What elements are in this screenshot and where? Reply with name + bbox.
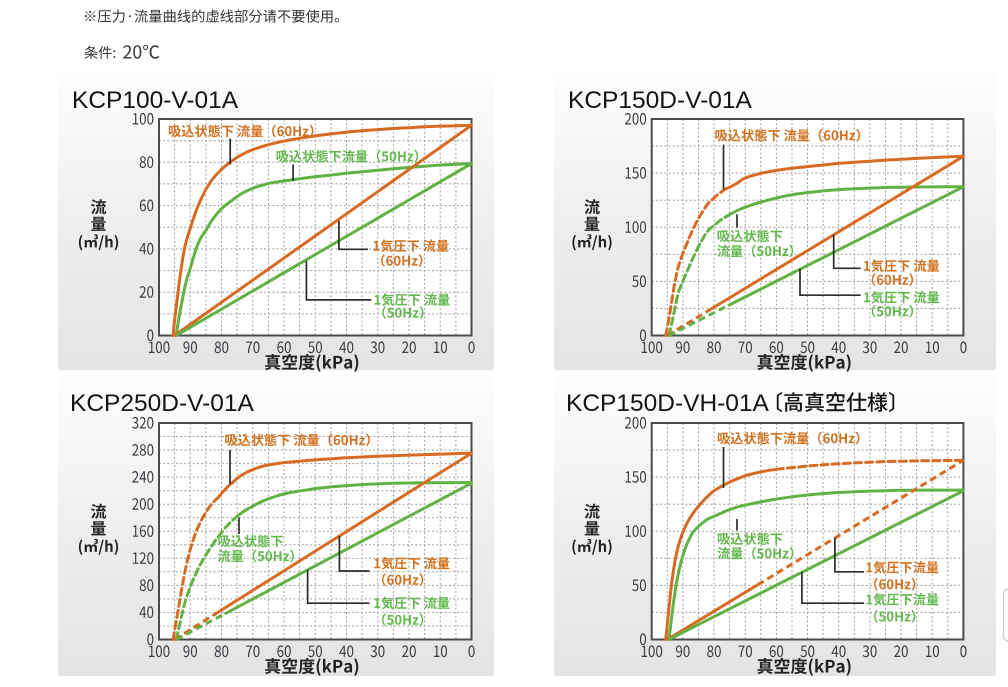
svg-text:KCP250D-V-01A: KCP250D-V-01A: [70, 390, 255, 417]
svg-text:KCP100-V-01A: KCP100-V-01A: [72, 87, 239, 114]
svg-text:KCP150D-V-01A: KCP150D-V-01A: [568, 87, 753, 114]
svg-text:KCP150D-VH-01A: KCP150D-VH-01A: [566, 390, 770, 417]
